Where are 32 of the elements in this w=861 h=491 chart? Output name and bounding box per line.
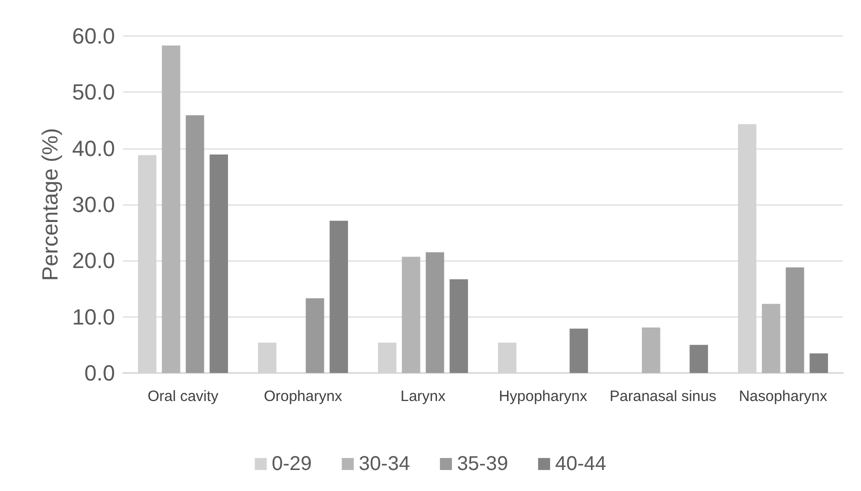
bar xyxy=(186,115,204,373)
y-tick-label: 20.0 xyxy=(72,248,115,274)
legend-label: 30-34 xyxy=(358,453,410,475)
bar xyxy=(786,267,804,373)
y-tick-label: 50.0 xyxy=(72,80,115,105)
bar xyxy=(402,256,420,373)
legend-label: 0-29 xyxy=(272,453,312,475)
bar xyxy=(162,46,180,373)
bar xyxy=(450,279,468,373)
bar xyxy=(330,220,348,373)
x-tick-label: Hypopharynx xyxy=(498,388,588,405)
y-tick-label: 60.0 xyxy=(72,24,115,48)
x-tick-label: Oropharynx xyxy=(264,388,343,405)
legend-label: 40-44 xyxy=(555,453,606,475)
x-tick-label: Oral cavity xyxy=(148,388,219,405)
legend-label: 35-39 xyxy=(456,453,508,475)
bar xyxy=(810,353,828,373)
bar xyxy=(306,298,324,373)
x-tick-label: Paranasal sinus xyxy=(610,388,716,405)
x-tick-label: Larynx xyxy=(400,388,446,405)
y-tick-label: 10.0 xyxy=(72,304,115,330)
bar xyxy=(762,304,780,373)
y-axis-title: Percentage (%) xyxy=(38,128,62,281)
bar xyxy=(426,252,444,373)
y-tick-label: 0.0 xyxy=(84,360,115,386)
bar xyxy=(642,328,660,373)
x-tick-label: Nasopharynx xyxy=(738,388,828,405)
bar xyxy=(690,344,708,373)
bar xyxy=(570,328,588,373)
y-tick-label: 40.0 xyxy=(72,136,115,161)
bar xyxy=(210,154,228,373)
y-tick-label: 30.0 xyxy=(72,192,115,217)
